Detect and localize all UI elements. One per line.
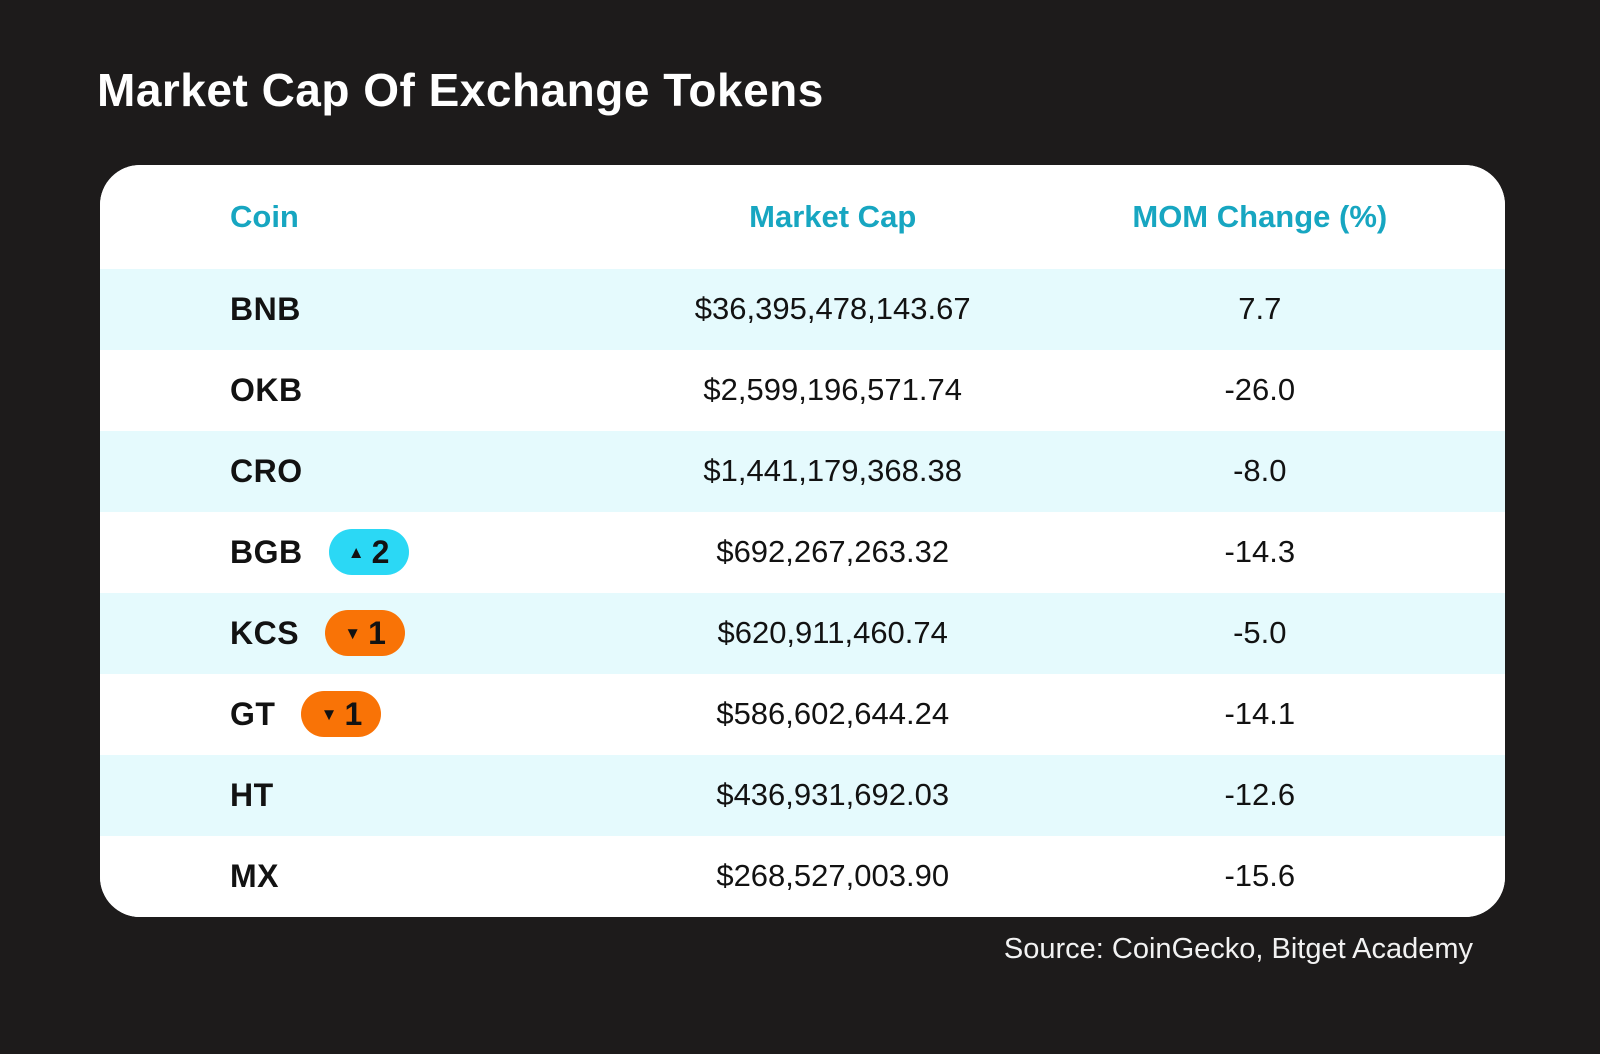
coin-cell: OKB (100, 372, 651, 409)
coin-name: HT (230, 776, 274, 813)
market-cap-value: $1,441,179,368.38 (703, 453, 962, 489)
coin-name: BNB (230, 290, 301, 327)
coin-cell: GT ▼ 1 (100, 691, 651, 738)
coin-cell: HT (100, 777, 651, 814)
mom-change-value: -14.1 (1224, 696, 1296, 732)
table-row: CRO $1,441,179,368.38 -8.0 (100, 430, 1505, 512)
coin-cell: CRO (100, 453, 651, 490)
coin-name: KCS (230, 614, 300, 651)
market-cap-value: $620,911,460.74 (717, 615, 948, 651)
table-row: BNB $36,395,478,143.67 7.7 (100, 268, 1505, 350)
coin-name: CRO (230, 452, 303, 489)
market-cap-value: $692,267,263.32 (716, 534, 950, 570)
mom-change-value: -8.0 (1233, 453, 1287, 489)
column-header-market-cap: Market Cap (749, 198, 917, 234)
triangle-down-icon: ▼ (344, 623, 362, 643)
rank-change-value: 1 (344, 696, 363, 733)
coin-name: MX (230, 857, 279, 894)
mom-change-value: -12.6 (1224, 777, 1296, 813)
mom-change-value: -5.0 (1233, 615, 1287, 651)
table-row: GT ▼ 1 $586,602,644.24 -14.1 (100, 673, 1505, 755)
coin-name: BGB (230, 533, 303, 570)
coin-name: OKB (230, 371, 303, 408)
rank-change-badge: ▼ 1 (301, 691, 382, 738)
coin-cell: MX (100, 858, 651, 895)
mom-change-value: -15.6 (1224, 858, 1296, 894)
table-body: BNB $36,395,478,143.67 7.7 OKB $2,599,19… (100, 268, 1505, 917)
triangle-down-icon: ▼ (320, 704, 338, 724)
table-row: KCS ▼ 1 $620,911,460.74 -5.0 (100, 592, 1505, 674)
rank-change-value: 2 (371, 534, 390, 571)
column-header-mom-change: MOM Change (%) (1132, 198, 1388, 234)
market-cap-value: $2,599,196,571.74 (703, 372, 962, 408)
page-title: Market Cap Of Exchange Tokens (97, 64, 824, 116)
market-cap-value: $36,395,478,143.67 (694, 291, 971, 327)
table-row: BGB ▲ 2 $692,267,263.32 -14.3 (100, 511, 1505, 593)
rank-change-badge: ▲ 2 (328, 529, 409, 576)
coin-cell: BGB ▲ 2 (100, 529, 651, 576)
coin-name: GT (230, 695, 276, 732)
table-row: HT $436,931,692.03 -12.6 (100, 754, 1505, 836)
coin-cell: BNB (100, 291, 651, 328)
market-cap-value: $436,931,692.03 (716, 777, 950, 813)
source-attribution: Source: CoinGecko, Bitget Academy (1003, 932, 1473, 965)
mom-change-value: -26.0 (1224, 372, 1296, 408)
rank-change-value: 1 (368, 615, 386, 652)
market-cap-table-card: Coin Market Cap MOM Change (%) BNB $36,3… (100, 164, 1505, 917)
market-cap-value: $268,527,003.90 (716, 858, 950, 894)
table-header-row: Coin Market Cap MOM Change (%) (100, 164, 1505, 269)
table-row: MX $268,527,003.90 -15.6 (100, 835, 1505, 917)
triangle-up-icon: ▲ (347, 542, 365, 562)
mom-change-value: -14.3 (1224, 534, 1296, 570)
coin-cell: KCS ▼ 1 (100, 610, 651, 657)
column-header-coin: Coin (230, 198, 299, 234)
rank-change-badge: ▼ 1 (325, 610, 406, 657)
market-cap-value: $586,602,644.24 (716, 696, 950, 732)
table-row: OKB $2,599,196,571.74 -26.0 (100, 349, 1505, 431)
mom-change-value: 7.7 (1238, 291, 1282, 327)
